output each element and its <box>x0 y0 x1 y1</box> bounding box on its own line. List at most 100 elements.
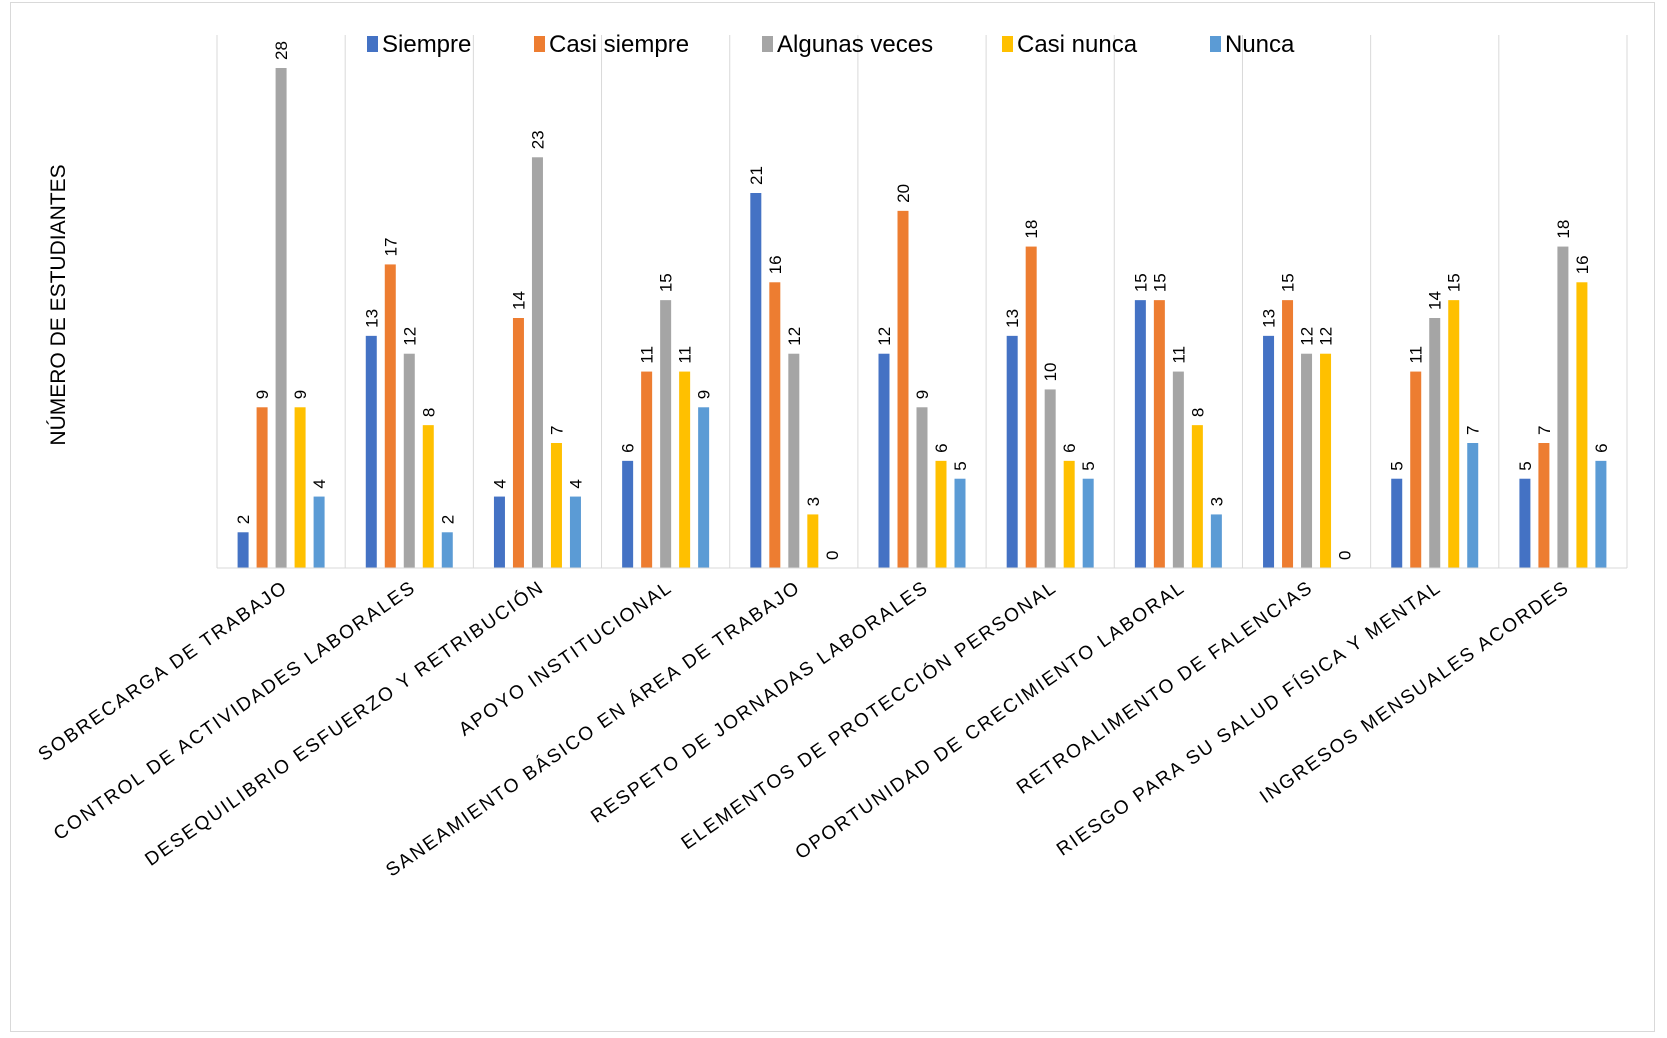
bar <box>1538 443 1550 568</box>
legend-swatch <box>1210 36 1221 52</box>
bars <box>237 68 1607 569</box>
data-label: 15 <box>1279 273 1298 292</box>
legend-label: Algunas veces <box>777 31 933 58</box>
bar <box>1191 425 1203 568</box>
legend-swatch <box>534 36 545 52</box>
data-label: 2 <box>234 515 253 524</box>
data-label: 6 <box>1592 443 1611 452</box>
bar <box>1134 300 1146 568</box>
bar <box>531 157 543 569</box>
data-label: 11 <box>1407 346 1426 364</box>
data-label: 13 <box>362 309 381 328</box>
data-label: 15 <box>1445 273 1464 292</box>
data-label: 6 <box>932 443 951 452</box>
data-label: 6 <box>1060 443 1079 452</box>
bar <box>1429 318 1441 568</box>
data-label: 0 <box>823 551 842 560</box>
bar <box>294 407 306 568</box>
data-label: 12 <box>875 327 894 346</box>
legend-label: Nunca <box>1225 31 1295 58</box>
bar <box>1557 246 1569 569</box>
data-label: 21 <box>747 166 766 185</box>
data-label: 13 <box>1260 309 1279 328</box>
data-label: 11 <box>638 346 657 364</box>
legend: Siempre Casi siempre Algunas veces Casi nun… <box>367 31 1295 58</box>
data-label: 7 <box>1535 426 1554 435</box>
bar <box>1006 335 1018 568</box>
data-label: 16 <box>766 255 785 274</box>
data-label: 10 <box>1041 363 1060 382</box>
data-label: 14 <box>509 291 528 310</box>
bar <box>1595 460 1607 568</box>
bar <box>897 210 909 568</box>
bar <box>1210 514 1222 568</box>
data-label: 5 <box>1388 461 1407 470</box>
bar <box>256 407 268 568</box>
bar <box>384 264 396 568</box>
data-label: 18 <box>1022 220 1041 239</box>
category-label: APOYO INSTITUCIONAL <box>455 577 676 741</box>
data-label: 13 <box>1003 309 1022 328</box>
category-label: SOBRECARGA DE TRABAJO <box>35 577 292 766</box>
data-label: 9 <box>253 390 272 399</box>
legend-swatch <box>762 36 773 52</box>
bar <box>1391 478 1403 568</box>
bar <box>1519 478 1531 568</box>
data-label: 0 <box>1336 551 1355 560</box>
data-label: 15 <box>1131 273 1150 292</box>
bar <box>916 407 928 568</box>
data-label: 2 <box>438 515 457 524</box>
bar <box>441 532 453 568</box>
data-label: 8 <box>1188 408 1207 417</box>
bar <box>622 460 634 568</box>
bar <box>493 496 505 568</box>
data-label: 11 <box>676 346 695 364</box>
data-label: 11 <box>1169 346 1188 364</box>
bar <box>1172 371 1184 568</box>
bar <box>788 353 800 568</box>
legend-label: Casi siempre <box>549 31 689 58</box>
data-label: 16 <box>1573 255 1592 274</box>
bar <box>1576 282 1588 568</box>
data-label: 3 <box>804 497 823 506</box>
data-label: 14 <box>1426 291 1445 310</box>
bar <box>365 335 377 568</box>
legend-label: Siempre <box>382 31 471 58</box>
bar <box>750 193 762 568</box>
data-label: 12 <box>785 327 804 346</box>
bar <box>769 282 781 568</box>
bar <box>569 496 581 568</box>
data-label: 7 <box>547 426 566 435</box>
data-label: 23 <box>528 130 547 149</box>
data-label: 4 <box>566 479 585 488</box>
bar <box>1082 478 1094 568</box>
data-label: 12 <box>1317 327 1336 346</box>
grid-lines <box>216 35 1628 568</box>
data-label: 5 <box>1516 461 1535 470</box>
data-label: 12 <box>1298 327 1317 346</box>
bar <box>1320 353 1332 568</box>
bar <box>422 425 434 568</box>
bar <box>660 300 672 568</box>
data-label: 5 <box>951 461 970 470</box>
bar <box>954 478 966 568</box>
bar <box>403 353 415 568</box>
bar <box>313 496 325 568</box>
data-label: 8 <box>419 408 438 417</box>
legend-swatch <box>367 36 378 52</box>
bar <box>1282 300 1294 568</box>
bar <box>935 460 947 568</box>
data-label: 6 <box>619 443 638 452</box>
bar <box>679 371 691 568</box>
data-label: 12 <box>400 327 419 346</box>
data-label: 3 <box>1207 497 1226 506</box>
bar <box>1063 460 1075 568</box>
data-label: 28 <box>272 41 291 60</box>
bar <box>1025 246 1037 569</box>
bar <box>237 532 249 568</box>
bar <box>1410 371 1422 568</box>
bar <box>1153 300 1165 568</box>
chart-frame <box>10 2 1655 1032</box>
